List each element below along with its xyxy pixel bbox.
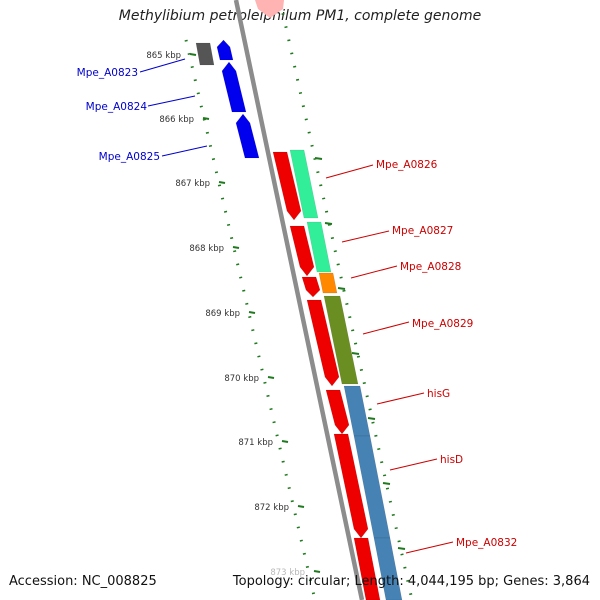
gene-label-mpe_a0823: Mpe_A0823: [77, 67, 138, 79]
scale-tick-label: 867 kbp: [175, 179, 210, 189]
scale-dotted-line: [184, 39, 317, 600]
gene-block-mpe_a0824: [221, 61, 247, 113]
gene-block-mpe_a0823: [216, 39, 234, 61]
scale-tick: [189, 53, 197, 56]
gene-block-hisg: [325, 389, 350, 435]
scale-tick-label: 869 kbp: [205, 309, 240, 319]
scale-tick: [248, 311, 256, 314]
scale-tick: [202, 117, 210, 120]
gene-block-unnamed: [195, 42, 215, 66]
summary-text: Topology: circular; Length: 4,044,195 bp…: [232, 574, 590, 589]
cog-block-mpe_a0829: [323, 295, 359, 385]
gene-block-mpe_a0825: [235, 113, 260, 159]
scale-tick-label: 870 kbp: [224, 374, 259, 384]
leader-line-mpe_a0826: [325, 164, 374, 179]
gene-label-mpe_a0826: Mpe_A0826: [376, 159, 438, 171]
outer-tick: [397, 547, 406, 550]
backbone-line: [233, 0, 365, 600]
cog-block-mpe_a0827: [306, 221, 332, 273]
scale-tick-label: 871 kbp: [238, 438, 273, 448]
leader-line-mpe_a0825: [161, 145, 208, 157]
gene-block-mpe_a0828: [301, 276, 321, 298]
cog-block-hisg: [343, 385, 371, 437]
gene-block-mpe_a0829: [306, 299, 340, 387]
accession-text: Accession: NC_008825: [9, 574, 157, 589]
leader-line-mpe_a0832: [405, 541, 454, 554]
outer-tick: [351, 352, 360, 355]
scale-tick: [297, 505, 305, 508]
scale-tick-label: 872 kbp: [254, 503, 289, 513]
leader-line-mpe_a0828: [350, 265, 398, 279]
gene-label-mpe_a0832: Mpe_A0832: [456, 537, 517, 549]
leader-line-mpe_a0824: [147, 95, 196, 107]
scale-tick-label: 868 kbp: [189, 244, 224, 254]
scale-tick-label: 865 kbp: [146, 51, 181, 61]
leader-line-mpe_a0829: [362, 321, 410, 335]
outer-tick: [367, 417, 376, 420]
leader-line-hisd: [389, 458, 438, 471]
leader-line-hisg: [376, 392, 425, 405]
scale-tick-label: 866 kbp: [159, 115, 194, 125]
outer-tick: [314, 157, 323, 160]
gene-label-mpe_a0824: Mpe_A0824: [86, 101, 148, 113]
gene-fragment-top: [255, 0, 284, 18]
outer-tick: [324, 222, 333, 225]
gene-label-mpe_a0825: Mpe_A0825: [99, 151, 160, 163]
cog-block-mpe_a0832: [373, 537, 403, 600]
gene-label-mpe_a0829: Mpe_A0829: [412, 318, 473, 330]
cog-block-mpe_a0828: [318, 272, 338, 294]
cog-block-mpe_a0826: [289, 149, 319, 219]
scale-tick-label: 873 kbp: [270, 568, 305, 578]
gene-label-hisd: hisD: [440, 454, 463, 466]
scale-tick: [313, 570, 321, 573]
map-title: Methylibium petroleiphilum PM1, complete…: [118, 8, 482, 24]
gene-label-mpe_a0827: Mpe_A0827: [392, 225, 453, 237]
scale-tick: [218, 181, 226, 184]
gene-block-hisd: [333, 433, 369, 539]
gene-block-mpe_a0832: [353, 537, 381, 600]
outer-tick: [337, 287, 346, 290]
scale-tick: [232, 246, 240, 249]
outer-tick: [382, 482, 391, 485]
scale-tick: [281, 440, 289, 443]
gene-label-hisg: hisG: [427, 388, 450, 400]
leader-line-mpe_a0827: [341, 230, 390, 243]
gene-block-mpe_a0826: [272, 151, 302, 221]
leader-line-mpe_a0823: [139, 58, 186, 73]
gene-label-mpe_a0828: Mpe_A0828: [400, 261, 461, 273]
gene-block-mpe_a0827: [289, 225, 315, 277]
scale-tick: [267, 376, 275, 379]
